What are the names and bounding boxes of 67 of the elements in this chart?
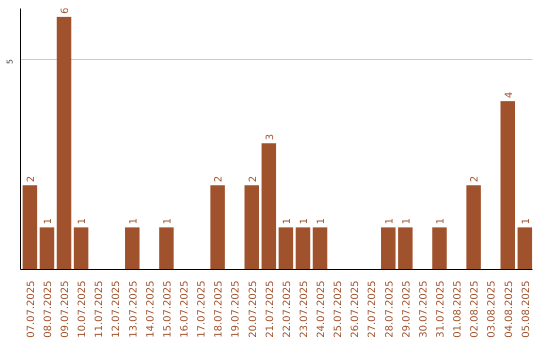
bar xyxy=(74,227,88,270)
x-tick-label: 27.07.2025 xyxy=(367,280,378,338)
x-tick-label: 01.08.2025 xyxy=(452,280,464,338)
data-label: 3 xyxy=(264,134,276,140)
x-tick-label: 13.07.2025 xyxy=(128,280,140,338)
bar xyxy=(500,101,516,270)
bar xyxy=(244,185,260,270)
data-label: 2 xyxy=(248,176,259,182)
bar xyxy=(398,227,413,270)
bar xyxy=(466,185,481,270)
x-tick-label: 29.07.2025 xyxy=(401,280,412,338)
x-tick-label: 09.07.2025 xyxy=(60,280,72,338)
data-label: 1 xyxy=(384,218,396,224)
bar xyxy=(312,227,328,270)
x-tick-label: 18.07.2025 xyxy=(214,280,225,338)
x-tick-label: 07.07.2025 xyxy=(26,280,37,338)
x-tick-label: 11.07.2025 xyxy=(94,280,106,338)
data-label: 1 xyxy=(42,218,54,224)
data-label: 2 xyxy=(470,176,481,182)
bar xyxy=(432,227,447,270)
x-tick-label: 30.07.2025 xyxy=(418,280,430,338)
x-tick-label: 22.07.2025 xyxy=(282,280,293,338)
data-label: 1 xyxy=(401,218,412,224)
x-tick-label: 17.07.2025 xyxy=(196,280,208,338)
x-tick-label: 21.07.2025 xyxy=(264,280,276,338)
x-tick-label: 19.07.2025 xyxy=(230,280,242,338)
data-label: 6 xyxy=(60,8,72,14)
bar xyxy=(56,16,72,270)
bar xyxy=(278,227,294,270)
x-tick-label: 12.07.2025 xyxy=(111,280,122,338)
x-tick-label: 02.08.2025 xyxy=(470,280,481,338)
data-label: 1 xyxy=(282,218,293,224)
x-tick-label: 08.07.2025 xyxy=(42,280,54,338)
data-label: 4 xyxy=(504,92,515,98)
bar xyxy=(125,227,140,270)
x-tick-label: 05.08.2025 xyxy=(520,280,532,338)
x-tick-label: 24.07.2025 xyxy=(316,280,328,338)
x-tick-label: 14.07.2025 xyxy=(145,280,156,338)
x-tick-label: 10.07.2025 xyxy=(77,280,88,338)
data-label: 1 xyxy=(128,218,140,224)
data-label: 1 xyxy=(298,218,310,224)
bar xyxy=(381,227,396,270)
data-label: 1 xyxy=(77,218,88,224)
x-tick-label: 03.08.2025 xyxy=(486,280,498,338)
data-label: 1 xyxy=(316,218,328,224)
x-tick-label: 16.07.2025 xyxy=(179,280,190,338)
x-tick-label: 28.07.2025 xyxy=(384,280,396,338)
data-label: 1 xyxy=(162,218,174,224)
bar xyxy=(22,185,38,270)
data-label: 1 xyxy=(520,218,532,224)
x-tick-label: 31.07.2025 xyxy=(435,280,446,338)
x-tick-label: 04.08.2025 xyxy=(504,280,515,338)
data-label: 2 xyxy=(26,176,37,182)
data-label: 1 xyxy=(435,218,446,224)
y-tick-label: 5 xyxy=(6,59,14,64)
x-tick-label: 20.07.2025 xyxy=(248,280,259,338)
x-tick-label: 26.07.2025 xyxy=(350,280,362,338)
x-tick-label: 25.07.2025 xyxy=(333,280,344,338)
x-tick-label: 23.07.2025 xyxy=(298,280,310,338)
x-tick-label: 15.07.2025 xyxy=(162,280,174,338)
data-label: 2 xyxy=(214,176,225,182)
bar xyxy=(296,227,310,270)
bar xyxy=(159,227,174,270)
bar xyxy=(40,227,54,270)
bar xyxy=(210,185,225,270)
bar xyxy=(262,143,276,270)
bar xyxy=(518,227,532,270)
